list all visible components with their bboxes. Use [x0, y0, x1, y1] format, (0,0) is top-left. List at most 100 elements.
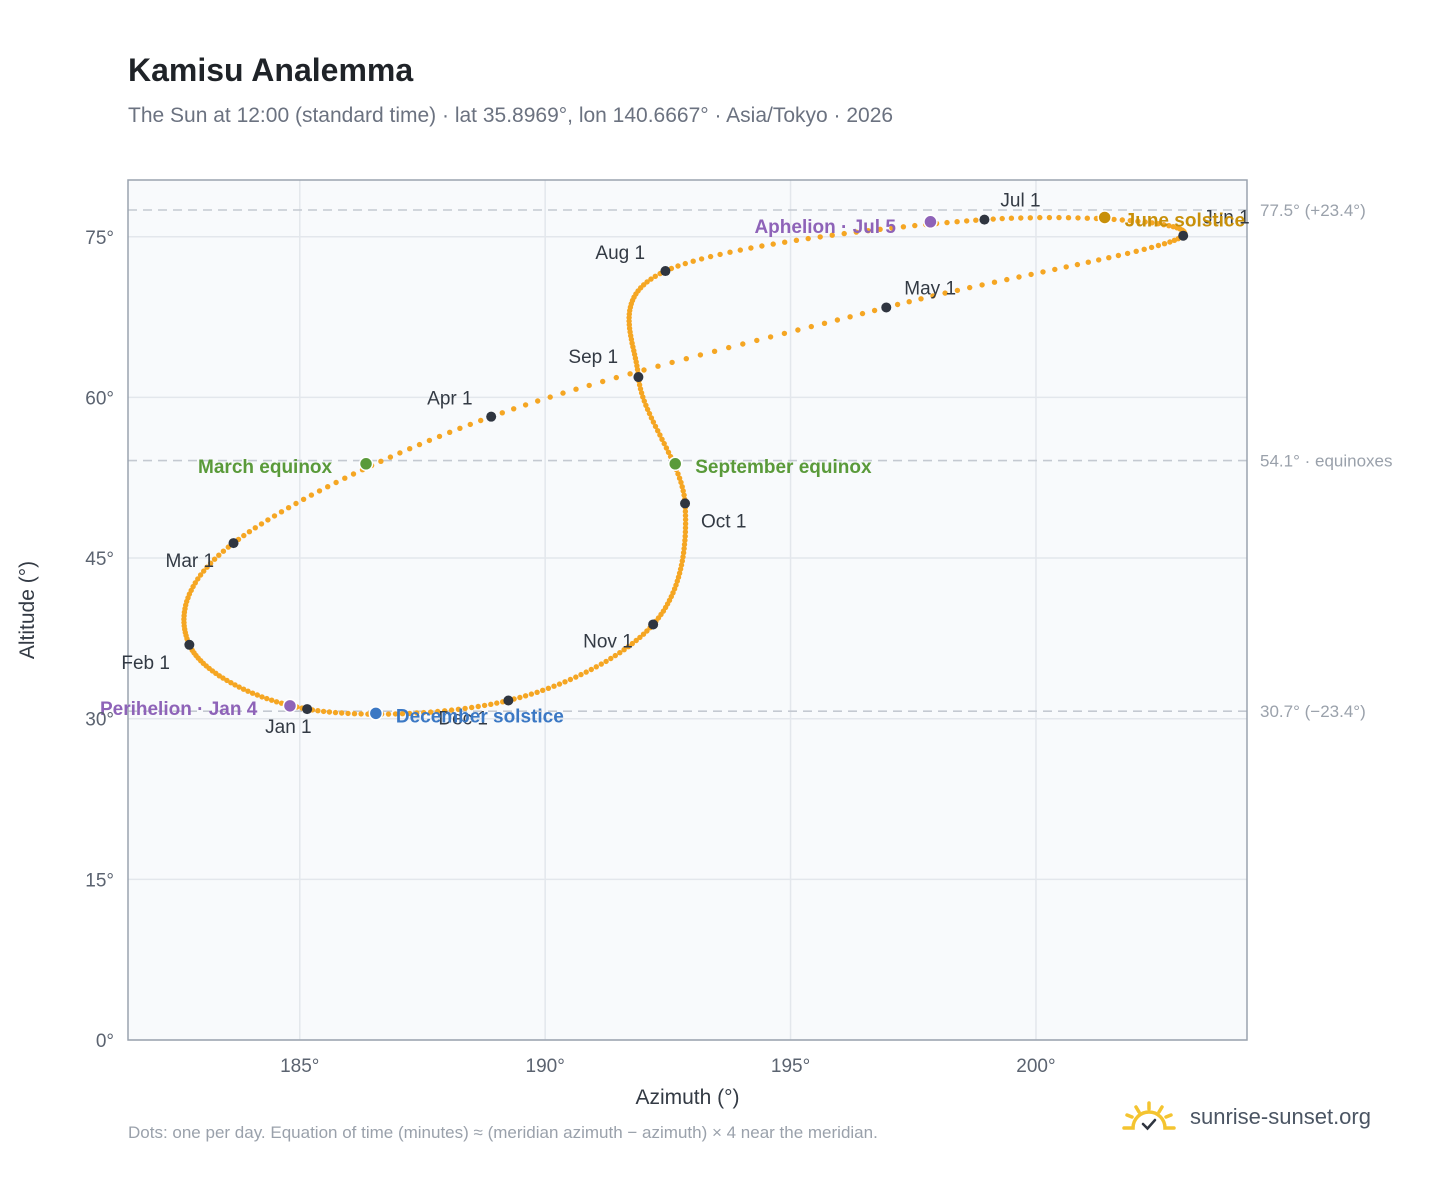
daily-sun-dot [273, 699, 280, 705]
daily-sun-dot [675, 471, 681, 477]
daily-sun-dot [220, 548, 227, 554]
daily-sun-dot [1008, 215, 1015, 221]
month-marker-label: Aug 1 [595, 243, 645, 264]
daily-sun-dot [679, 484, 685, 490]
daily-sun-dot [245, 688, 251, 694]
daily-sun-dot [644, 406, 651, 413]
daily-sun-dot [358, 711, 364, 717]
daily-sun-dot [834, 317, 841, 323]
x-tick-label: 185° [280, 1056, 319, 1077]
daily-sun-dot [278, 509, 285, 515]
y-tick-label: 60° [85, 388, 114, 409]
daily-sun-dot [240, 686, 247, 692]
daily-sun-dot [682, 533, 688, 539]
month-marker-label: Nov 1 [583, 631, 633, 652]
daily-sun-dot [781, 330, 788, 337]
daily-sun-dot [345, 710, 351, 717]
daily-sun-dot [499, 410, 505, 416]
event-marker [1097, 210, 1112, 225]
daily-sun-dot [264, 695, 270, 702]
daily-sun-dot [894, 301, 901, 308]
daily-sun-dot [535, 398, 541, 404]
daily-sun-dot [428, 709, 434, 715]
daily-sun-dot [603, 658, 609, 665]
daily-sun-dot [644, 628, 650, 634]
daily-sun-dot [551, 683, 557, 689]
daily-sun-dot [467, 421, 473, 428]
daily-sun-dot [682, 260, 688, 267]
daily-sun-dot [954, 219, 960, 225]
daily-sun-dot [583, 669, 589, 675]
daily-sun-dot [207, 560, 214, 566]
daily-sun-dot [829, 232, 835, 238]
month-marker-dot [881, 302, 892, 313]
daily-sun-dot [665, 449, 672, 455]
daily-sun-dot [588, 666, 594, 673]
daily-sun-dot [1056, 214, 1062, 221]
daily-sun-dot [1161, 222, 1167, 228]
daily-sun-dot [1074, 261, 1081, 268]
daily-sun-dot [621, 647, 627, 653]
month-marker-dot [680, 498, 691, 509]
daily-sun-dot [350, 471, 357, 477]
daily-sun-dot [447, 429, 453, 435]
daily-sun-dot [617, 650, 623, 656]
daily-sun-dot [625, 644, 631, 650]
daily-sun-dot [669, 359, 675, 366]
brand[interactable]: sunrise-sunset.org [1120, 1100, 1371, 1134]
daily-sun-dot [325, 484, 331, 490]
daily-sun-dot [1027, 215, 1034, 221]
daily-sun-dot [1111, 216, 1117, 223]
daily-sun-dot [990, 216, 996, 222]
daily-sun-dot [399, 711, 406, 717]
daily-sun-dot [641, 398, 647, 404]
daily-sun-dot [1148, 244, 1155, 251]
daily-sun-dot [593, 664, 599, 670]
plot-frame [127, 179, 1248, 1041]
event-label: Aphelion · Jul 5 [754, 217, 896, 238]
daily-sun-dot [1166, 223, 1172, 229]
daily-sun-dot [633, 637, 639, 644]
event-marker [282, 698, 298, 714]
daily-sun-dot [817, 234, 823, 240]
daily-sun-dot [680, 554, 686, 560]
daily-sun-dot [534, 689, 540, 695]
daily-sun-dot [973, 217, 979, 223]
daily-sun-dot [676, 475, 683, 481]
daily-sun-dot [481, 702, 488, 709]
daily-sun-dot [859, 310, 866, 317]
daily-sun-dot [1170, 224, 1177, 230]
daily-sun-dot [236, 684, 242, 690]
daily-sun-dot [300, 496, 307, 502]
daily-sun-dot [1115, 252, 1122, 259]
daily-sun-dot [269, 697, 275, 703]
daily-sun-dot [1037, 214, 1043, 221]
daily-sun-dot [1018, 215, 1024, 221]
daily-sun-dot [754, 337, 760, 344]
daily-sun-dot [351, 711, 358, 717]
daily-sun-dot [652, 423, 659, 430]
daily-sun-dot [421, 709, 427, 716]
daily-sun-dot [737, 247, 743, 253]
daily-sun-dot [573, 674, 579, 680]
daily-sun-dot [416, 441, 423, 448]
daily-sun-dot [232, 682, 238, 688]
daily-sun-dot [906, 299, 912, 305]
y-tick-label: 75° [85, 228, 114, 249]
daily-sun-dot [652, 273, 658, 279]
y-tick-label: 0° [96, 1031, 114, 1052]
daily-sun-dot [707, 253, 714, 260]
daily-sun-dot [241, 532, 247, 539]
daily-sun-dot [682, 512, 689, 519]
daily-sun-dot [494, 700, 500, 706]
daily-sun-dot [640, 631, 647, 637]
daily-sun-dot [865, 228, 871, 234]
daily-sun-dot [192, 580, 198, 586]
month-marker-label: Jun 1 [1203, 208, 1249, 229]
daily-sun-dot [1119, 217, 1126, 223]
event-label: December solstice [396, 706, 564, 727]
daily-sun-dot [385, 711, 392, 717]
daily-sun-dot [475, 703, 481, 710]
daily-sun-dot [414, 710, 420, 716]
